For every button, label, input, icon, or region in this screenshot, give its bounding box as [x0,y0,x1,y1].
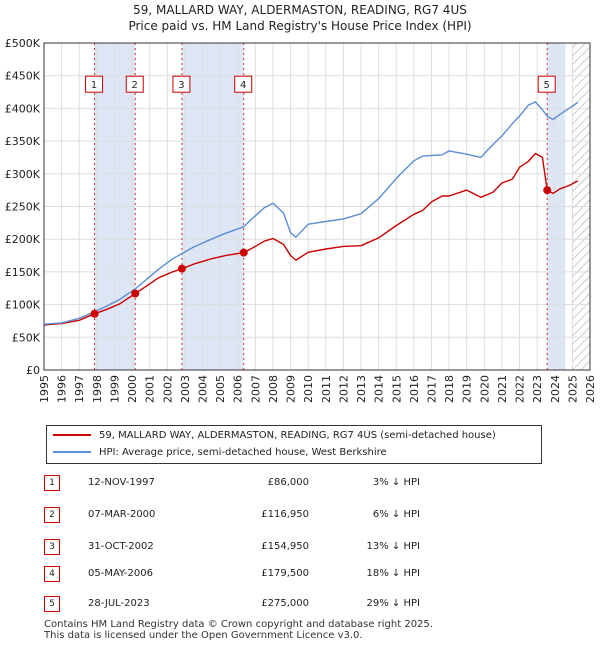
legend-swatch-hpi [53,451,91,453]
sale-price: £179,500 [261,568,309,579]
x-tick-label: 2015 [390,375,403,403]
x-tick-label: 1998 [91,375,104,403]
sale-marker-label: 5 [544,80,550,91]
x-tick-label: 2008 [267,375,280,403]
sale-hpi-diff: 18% ↓ HPI [366,568,420,579]
table-row: 2 07-MAR-2000 £116,950 6% ↓ HPI [44,507,444,523]
x-tick-label: 2006 [232,375,245,403]
series-line-property [43,152,579,326]
sale-date: 12-NOV-1997 [88,477,155,488]
y-tick-label: £100K [5,299,41,312]
series-line-hpi [43,101,579,325]
x-tick-label: 2009 [285,375,298,403]
x-tick-label: 2020 [478,375,491,403]
sale-marker-box [172,75,191,93]
sale-number-badge: 1 [44,475,60,491]
x-tick-label: 2000 [126,375,139,403]
sale-point [131,289,140,298]
table-row: 3 31-OCT-2002 £154,950 13% ↓ HPI [44,539,444,555]
sale-point [239,248,248,257]
x-tick-label: 2026 [584,375,597,403]
sale-point [543,186,552,195]
legend-item-property: 59, MALLARD WAY, ALDERMASTON, READING, R… [53,428,496,444]
x-tick-label: 2024 [549,375,562,403]
sale-date: 07-MAR-2000 [88,509,156,520]
sale-marker-label: 3 [178,80,184,91]
y-tick-label: £500K [5,37,41,50]
sale-date: 05-MAY-2006 [88,568,154,579]
x-tick-label: 1996 [56,375,69,403]
x-tick-label: 2023 [531,375,544,403]
y-tick-label: £0 [26,364,40,377]
sale-marker-label: 1 [91,80,97,91]
table-row: 4 05-MAY-2006 £179,500 18% ↓ HPI [44,566,444,582]
sale-marker-box [234,75,253,93]
footer-copyright: Contains HM Land Registry data © Crown c… [44,619,433,630]
x-tick-label: 1995 [38,375,51,403]
sale-number-badge: 5 [44,596,60,612]
sale-date: 28-JUL-2023 [88,598,150,609]
x-tick-label: 2021 [496,375,509,403]
x-tick-label: 2016 [408,375,421,403]
price-chart: 1 2 3 4 5 £0 £50K £100K £150K £200K £250K £300K £35… [5,37,597,403]
sale-marker-box [537,75,556,93]
x-tick-label: 2022 [514,375,527,403]
sale-marker-box [125,75,144,93]
legend-label-hpi: HPI: Average price, semi-detached house,… [99,447,387,458]
x-tick-label: 2010 [302,375,315,403]
sale-price: £116,950 [261,509,309,520]
y-tick-label: £150K [5,266,41,279]
sale-point [90,309,99,318]
sale-marker-label: 4 [240,80,246,91]
y-tick-label: £350K [5,135,41,148]
footer-license: This data is licensed under the Open Gov… [44,630,363,641]
sale-date: 31-OCT-2002 [88,541,154,552]
y-tick-label: £200K [5,233,41,246]
sale-number-badge: 3 [44,539,60,555]
y-tick-label: £250K [5,201,41,214]
sale-hpi-diff: 29% ↓ HPI [366,598,420,609]
table-row: 1 12-NOV-1997 £86,000 3% ↓ HPI [44,475,444,491]
sale-price: £86,000 [267,477,309,488]
sale-price: £275,000 [261,598,309,609]
x-tick-label: 2013 [355,375,368,403]
sale-marker-box [85,75,104,93]
legend-swatch-property [53,434,91,436]
sale-hpi-diff: 3% ↓ HPI [372,477,420,488]
sale-price: £154,950 [261,541,309,552]
sale-hpi-diff: 13% ↓ HPI [366,541,420,552]
legend: 59, MALLARD WAY, ALDERMASTON, READING, R… [46,425,542,464]
legend-label-property: 59, MALLARD WAY, ALDERMASTON, READING, R… [99,430,496,441]
x-tick-label: 2019 [461,375,474,403]
x-tick-label: 2017 [425,375,438,403]
chart-title: 59, MALLARD WAY, ALDERMASTON, READING, R… [133,3,467,17]
x-tick-label: 2005 [214,375,227,403]
x-tick-label: 2014 [373,375,386,403]
x-tick-label: 2025 [566,375,579,403]
x-tick-label: 2007 [249,375,262,403]
y-tick-label: £450K [5,70,41,83]
sale-number-badge: 4 [44,566,60,582]
x-tick-label: 2004 [197,375,210,403]
table-row: 5 28-JUL-2023 £275,000 29% ↓ HPI [44,596,444,612]
y-tick-label: £50K [12,331,41,344]
x-tick-label: 1997 [73,375,86,403]
sale-number-badge: 2 [44,507,60,523]
x-tick-label: 2011 [320,375,333,403]
y-tick-label: £400K [5,102,41,115]
x-tick-label: 1999 [108,375,121,403]
sale-hpi-diff: 6% ↓ HPI [372,509,420,520]
x-tick-label: 2012 [337,375,350,403]
footer: Contains HM Land Registry data © Crown c… [44,619,433,641]
x-tick-label: 2001 [144,375,157,403]
plot-area [43,42,591,371]
x-tick-label: 2018 [443,375,456,403]
x-tick-label: 2002 [161,375,174,403]
sale-marker-label: 2 [132,80,138,91]
sale-point [177,264,186,273]
x-tick-label: 2003 [179,375,192,403]
y-tick-label: £300K [5,168,41,181]
legend-item-hpi: HPI: Average price, semi-detached house,… [53,445,387,461]
chart-subtitle: Price paid vs. HM Land Registry's House … [128,19,472,33]
